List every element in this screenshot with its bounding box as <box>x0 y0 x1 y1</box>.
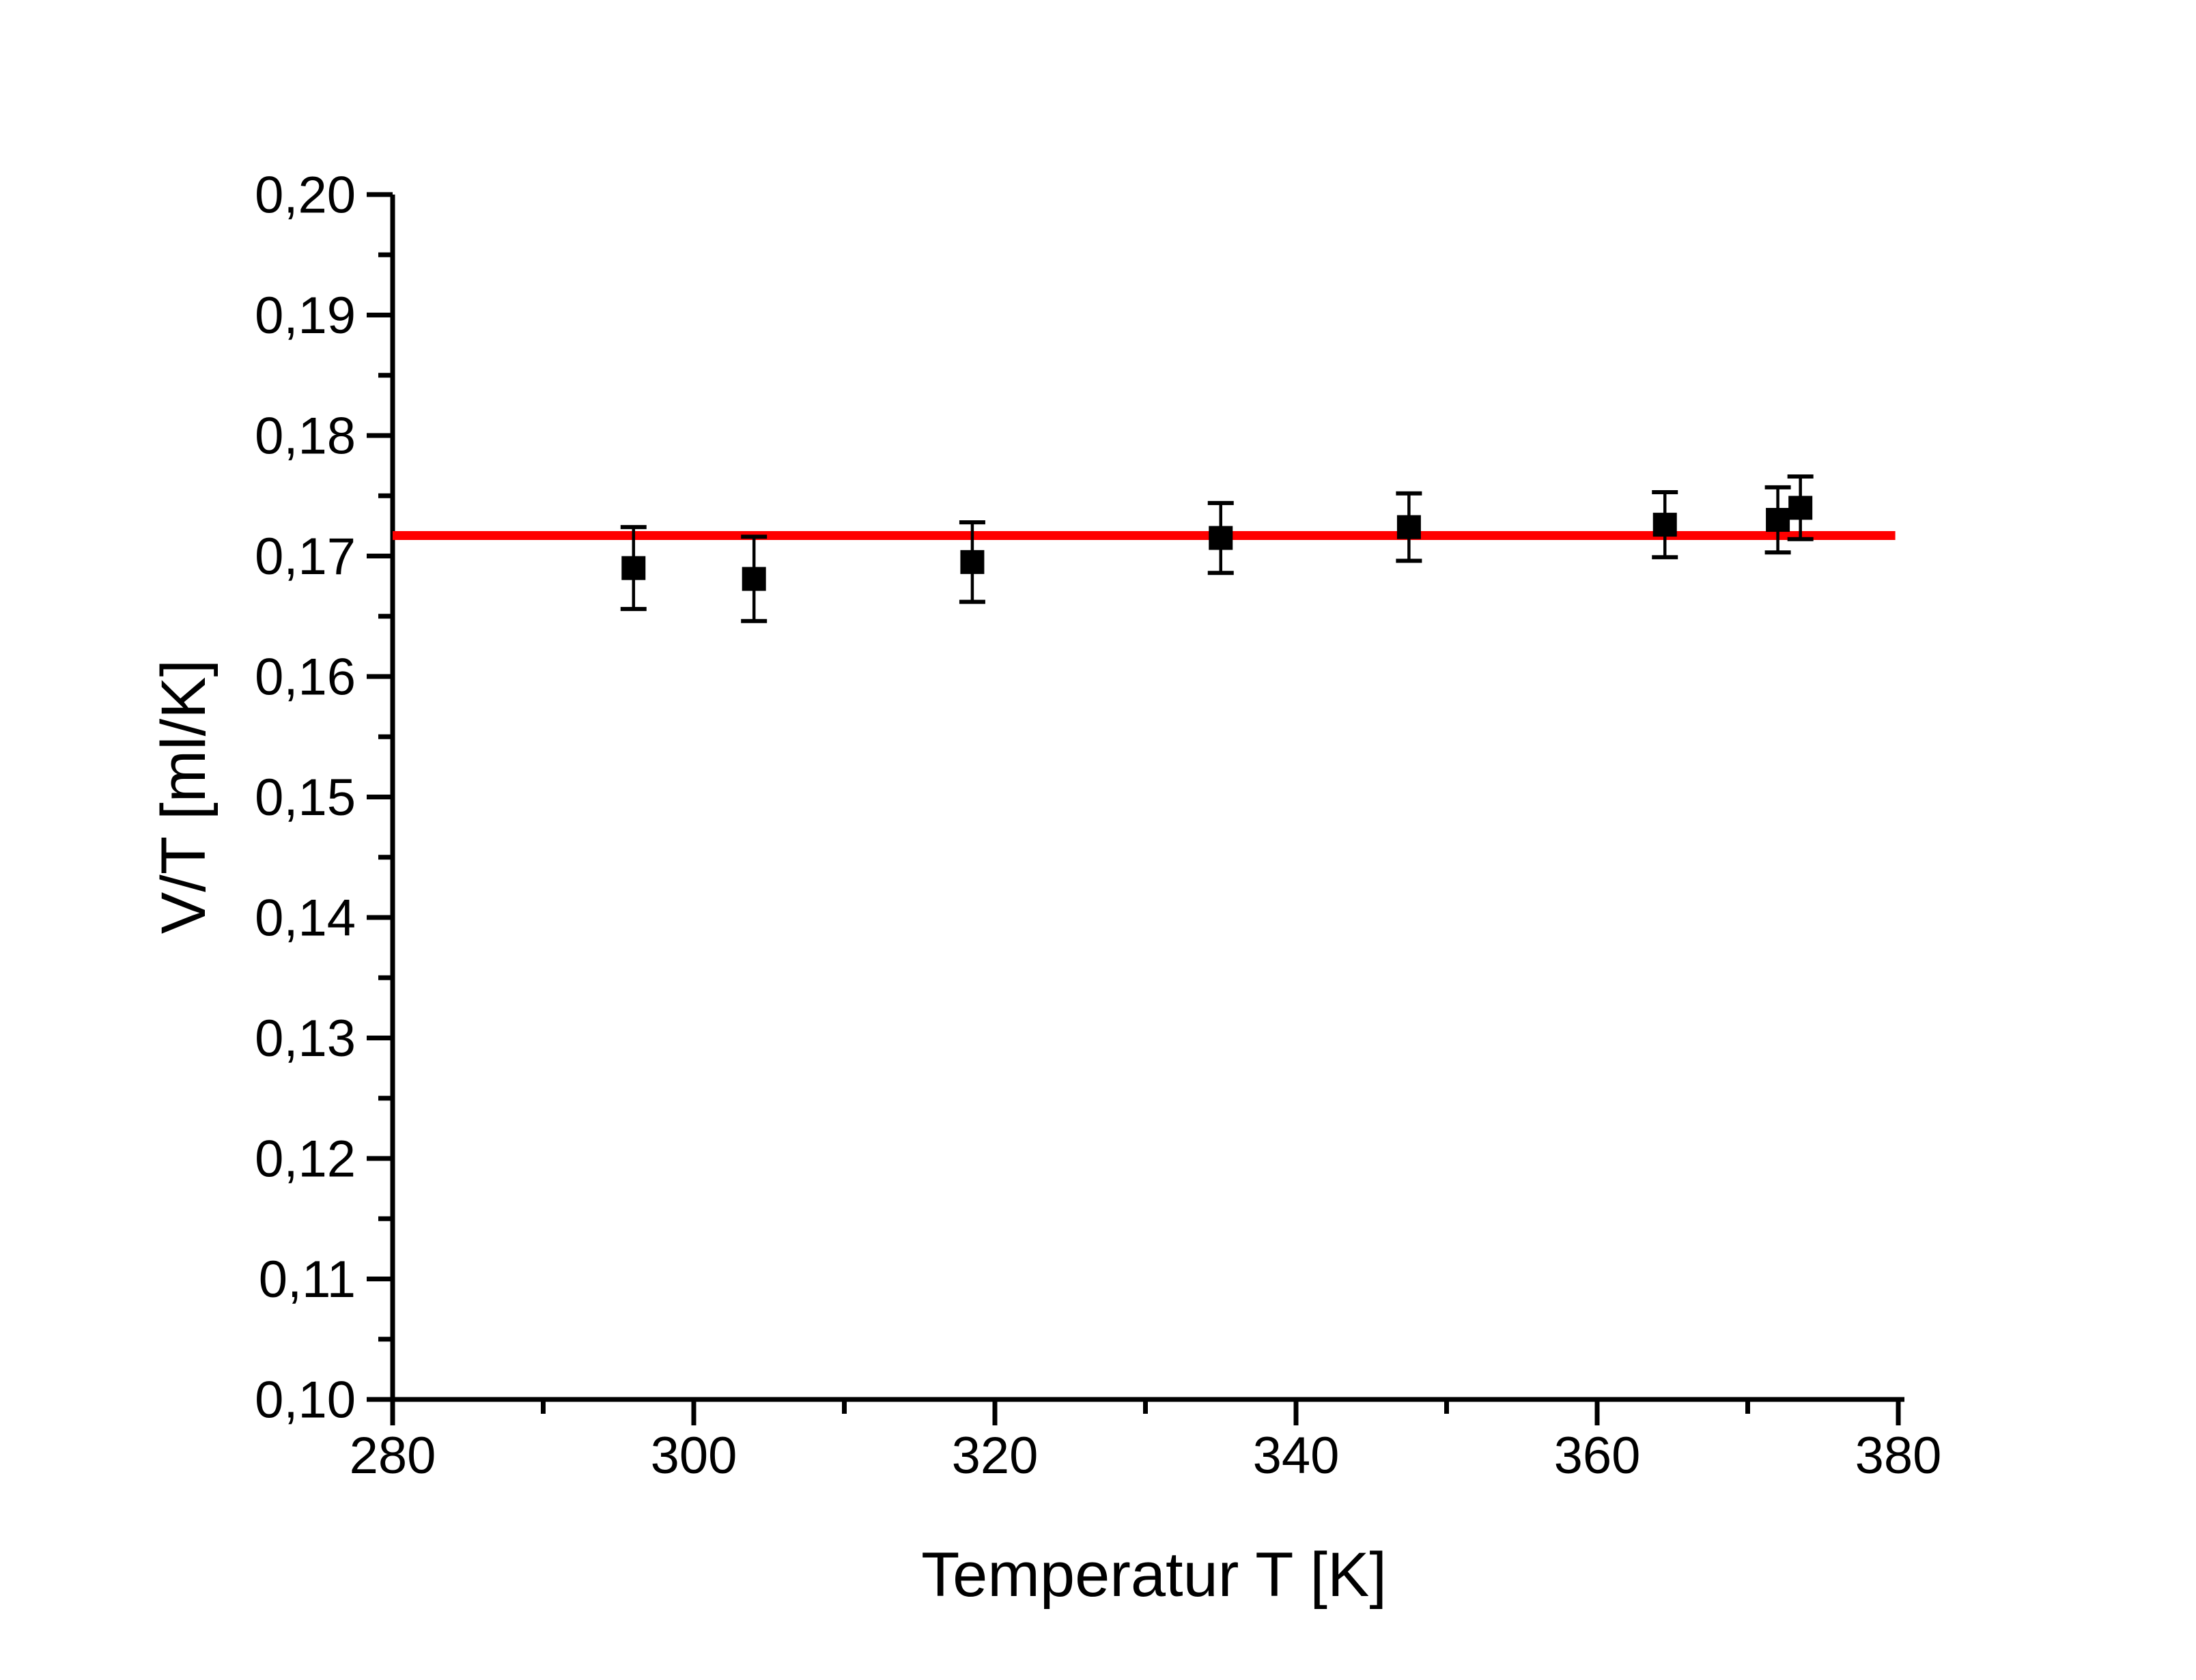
data-point <box>959 520 985 604</box>
y-tick-label: 0,12 <box>255 1130 356 1188</box>
y-tick-label: 0,17 <box>255 528 356 586</box>
data-series-layer <box>620 474 1814 623</box>
y-tick-label: 0,16 <box>255 649 356 707</box>
data-point <box>1396 491 1422 563</box>
y-tick-label: 0,10 <box>255 1371 356 1429</box>
square-marker <box>1209 526 1233 550</box>
y-tick-label: 0,11 <box>259 1251 356 1309</box>
y-tick-label: 0,13 <box>255 1010 356 1068</box>
square-marker <box>1652 513 1677 537</box>
data-point <box>1764 485 1791 555</box>
y-tick-label: 0,14 <box>255 889 356 948</box>
y-tick-label: 0,15 <box>255 769 356 827</box>
x-tick-label: 300 <box>651 1427 737 1485</box>
data-point <box>1652 489 1678 560</box>
y-axis-title: V/T [ml/K] <box>149 659 219 934</box>
x-tick-label: 380 <box>1855 1427 1942 1485</box>
x-tick-label: 340 <box>1253 1427 1340 1485</box>
square-marker <box>1766 508 1790 532</box>
y-tick-label: 0,18 <box>255 408 356 466</box>
square-marker <box>1396 515 1421 539</box>
square-marker <box>1788 496 1813 520</box>
data-point <box>1787 474 1814 541</box>
data-point <box>620 525 647 612</box>
axes-layer: 0,10 0,11 0,12 0,13 0,14 0,15 0,16 0,17 0,18 0,19… <box>255 167 1941 1485</box>
data-point <box>1207 500 1234 575</box>
x-axis-title: Temperatur T [K] <box>921 1540 1387 1610</box>
x-tick-label: 360 <box>1554 1427 1641 1485</box>
square-marker <box>960 550 985 574</box>
y-tick-label: 0,20 <box>255 167 356 225</box>
x-tick-label: 280 <box>350 1427 436 1485</box>
y-tick-label: 0,19 <box>255 287 356 345</box>
square-marker <box>742 567 766 591</box>
data-point <box>741 535 768 623</box>
square-marker <box>621 556 646 580</box>
x-tick-label: 320 <box>952 1427 1039 1485</box>
